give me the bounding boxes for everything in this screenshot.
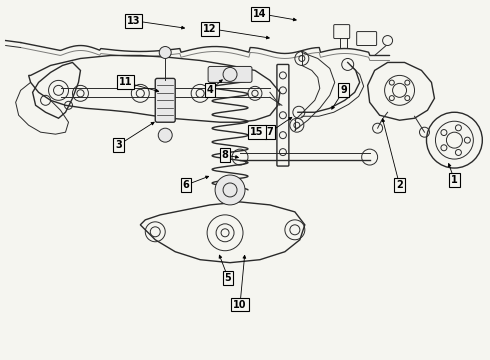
Circle shape [383, 36, 392, 45]
Circle shape [159, 46, 171, 58]
Text: 11: 11 [119, 77, 132, 87]
Circle shape [223, 183, 237, 197]
Text: 8: 8 [221, 150, 228, 160]
Circle shape [158, 128, 172, 142]
Text: 10: 10 [233, 300, 247, 310]
Circle shape [215, 175, 245, 205]
Text: 7: 7 [267, 127, 273, 137]
Text: 9: 9 [341, 85, 347, 95]
Circle shape [223, 67, 237, 81]
FancyBboxPatch shape [155, 78, 175, 122]
Text: 13: 13 [126, 15, 140, 26]
Text: 2: 2 [396, 180, 403, 190]
Text: 6: 6 [183, 180, 190, 190]
FancyBboxPatch shape [357, 32, 377, 45]
Text: 1: 1 [451, 175, 458, 185]
FancyBboxPatch shape [208, 67, 252, 82]
FancyBboxPatch shape [334, 24, 350, 39]
Text: 15: 15 [250, 127, 264, 137]
Text: 4: 4 [207, 85, 214, 95]
Text: 3: 3 [115, 140, 122, 150]
Text: 14: 14 [253, 9, 267, 19]
Text: 12: 12 [203, 24, 217, 33]
Text: 5: 5 [225, 273, 231, 283]
